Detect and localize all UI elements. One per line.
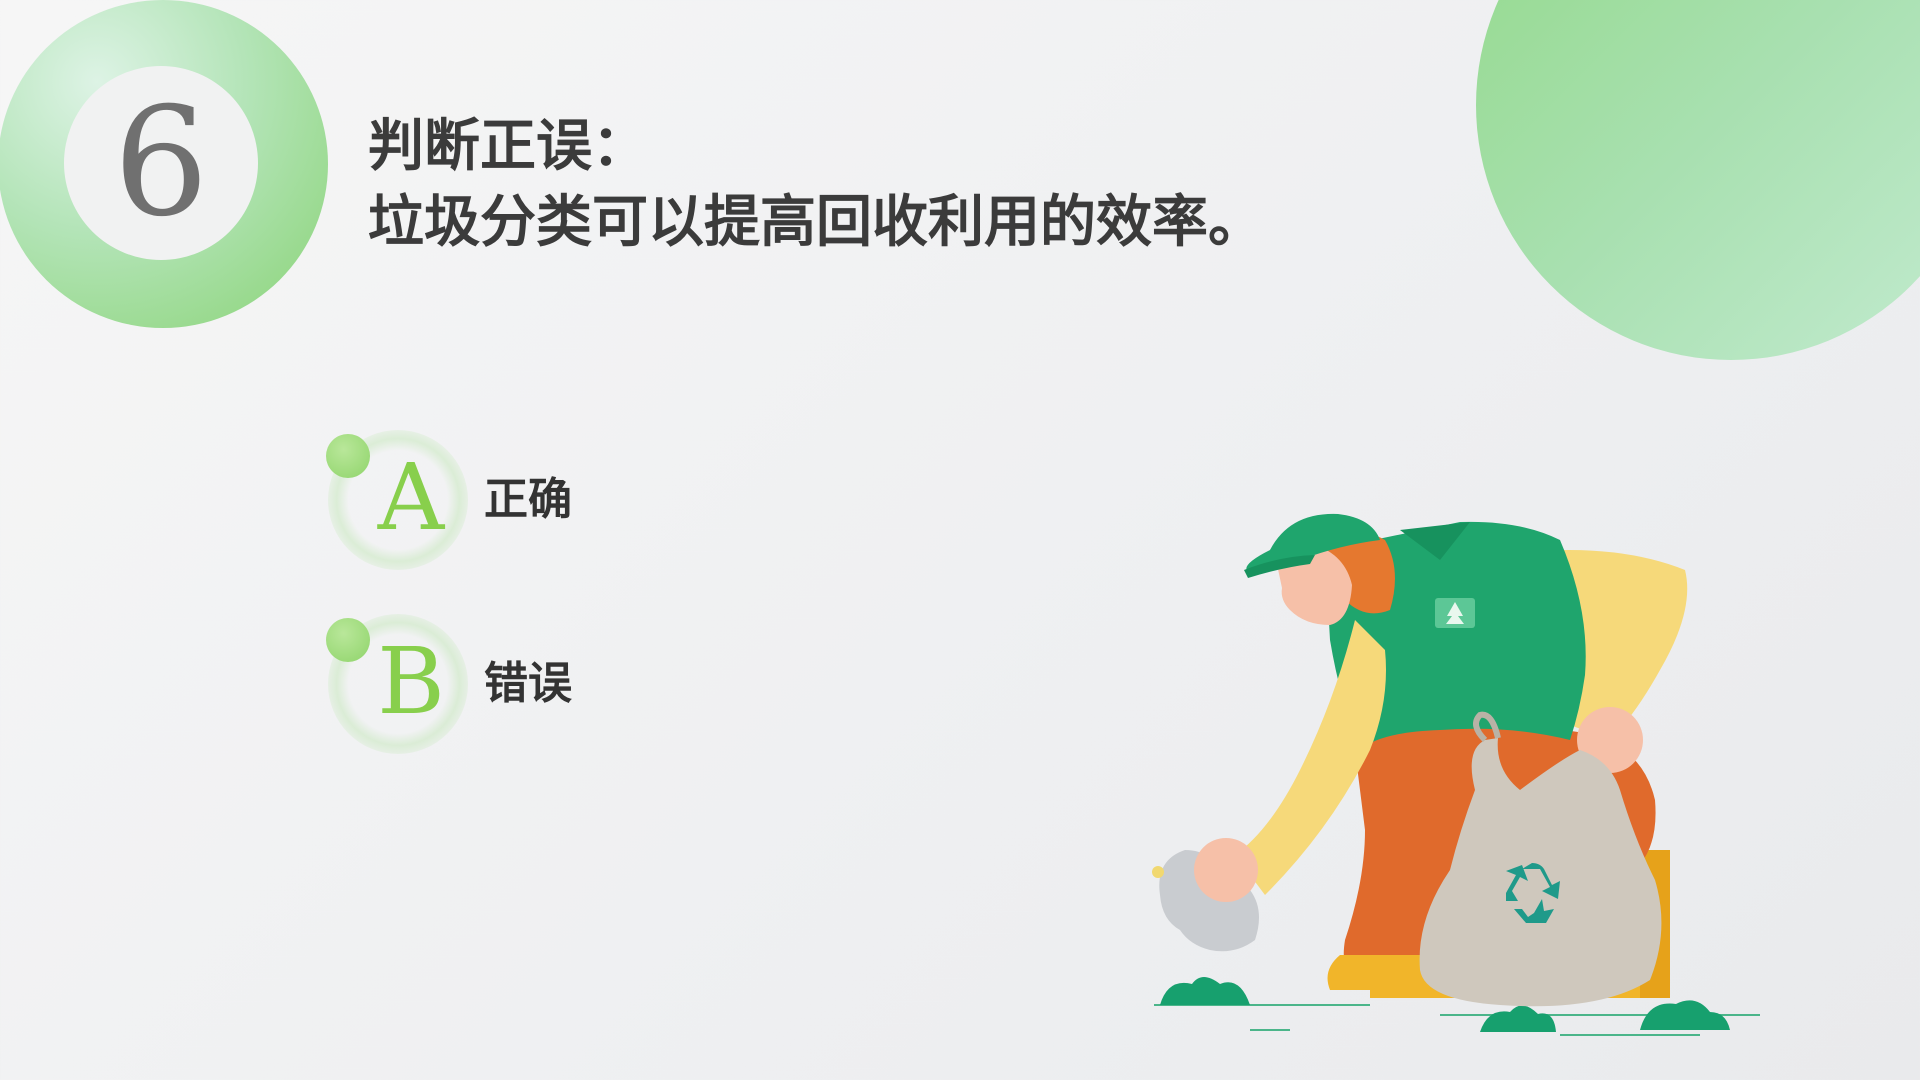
option-a-letter: A [377, 444, 445, 551]
crushed-can [1159, 850, 1259, 952]
question-statement: 垃圾分类可以提高回收利用的效率。 [368, 189, 1264, 255]
cap-brim [1244, 555, 1315, 578]
question-text: 判断正误： 垃圾分类可以提高回收利用的效率。 [368, 108, 1264, 260]
question-number-badge: 6 [0, 0, 328, 328]
shoe [1327, 955, 1434, 990]
option-b-letter: B [377, 628, 445, 735]
decorative-circle-top-right [1476, 0, 1920, 360]
bush-right [1640, 1000, 1730, 1030]
trash-bag-handle [1473, 711, 1501, 743]
option-a-label: 正确 [484, 474, 572, 525]
option-a[interactable]: A 正确 [326, 430, 788, 570]
tree-icon [1446, 602, 1464, 624]
cap [1246, 513, 1380, 572]
bush-left [1160, 977, 1250, 1005]
option-a-dot [326, 434, 370, 478]
option-b-label: 错误 [484, 658, 572, 709]
option-b[interactable]: B 错误 [326, 614, 788, 754]
question-number-inner-disc [64, 66, 258, 260]
vest-collar [1400, 522, 1470, 560]
trash-bag [1419, 738, 1662, 1007]
hand-left [1194, 838, 1258, 902]
bush-center [1480, 1005, 1556, 1032]
question-title: 判断正误： [368, 113, 648, 179]
recycle-icon [1506, 863, 1560, 923]
worker-illustration [1152, 513, 1760, 1036]
option-b-dot [326, 618, 370, 662]
arm-left [1235, 620, 1386, 895]
question-number: 6 [113, 76, 209, 250]
can-cap [1152, 866, 1164, 878]
